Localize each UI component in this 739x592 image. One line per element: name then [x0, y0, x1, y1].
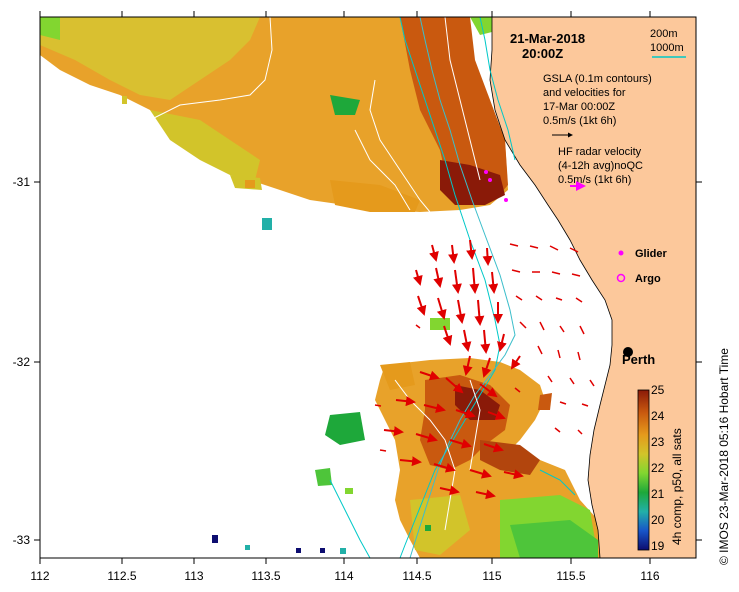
colorbar-ticks: 25 24 23 22 21 20 19 — [651, 383, 665, 553]
colorbar-title: 4h comp, p50, all sats — [670, 428, 684, 545]
svg-text:20: 20 — [651, 513, 665, 527]
svg-text:114: 114 — [334, 569, 353, 583]
gsla-line-2: and velocities for — [543, 87, 626, 99]
sst-field-north — [40, 17, 508, 212]
x-axis-labels: 112 112.5 113 113.5 114 114.5 115 115.5 … — [30, 569, 659, 583]
svg-text:116: 116 — [640, 569, 659, 583]
svg-text:114.5: 114.5 — [402, 569, 431, 583]
argo-legend-symbol — [616, 273, 626, 283]
argo-legend-label: Argo — [635, 273, 661, 285]
hf-line-3: 0.5m/s (1kt 6h) — [558, 174, 631, 186]
sst-scatter — [122, 96, 450, 554]
glider-track — [484, 170, 508, 202]
map-time: 20:00Z — [522, 46, 563, 61]
svg-text:25: 25 — [651, 383, 665, 397]
map-date: 21-Mar-2018 — [510, 31, 585, 46]
svg-text:112: 112 — [30, 569, 49, 583]
svg-text:-31: -31 — [13, 175, 31, 189]
svg-text:113.5: 113.5 — [251, 569, 280, 583]
svg-text:115.5: 115.5 — [556, 569, 585, 583]
credit-text: © IMOS 23-Mar-2018 05:16 Hobart Time — [717, 348, 731, 565]
svg-text:113: 113 — [184, 569, 203, 583]
svg-text:19: 19 — [651, 539, 665, 553]
axis-tick-marks — [34, 11, 702, 564]
glider-legend-symbol — [618, 250, 624, 256]
perth-label: Perth — [622, 352, 655, 367]
svg-text:-32: -32 — [13, 355, 31, 369]
depth-legend-200: 200m — [650, 28, 678, 40]
y-axis-labels: -31 -32 -33 — [13, 175, 31, 547]
hf-radar-vectors — [383, 239, 524, 500]
svg-text:22: 22 — [651, 461, 665, 475]
depth-contours — [329, 16, 576, 559]
depth-legend-1000: 1000m — [650, 42, 684, 54]
hf-line-1: HF radar velocity — [558, 146, 642, 158]
sst-field-south — [315, 358, 600, 558]
gsla-line-1: GSLA (0.1m contours) — [543, 73, 652, 85]
svg-text:21: 21 — [651, 487, 665, 501]
glider-legend-label: Glider — [635, 248, 668, 260]
colorbar — [637, 389, 650, 551]
svg-text:112.5: 112.5 — [107, 569, 136, 583]
gsla-line-3: 17-Mar 00:00Z — [543, 101, 615, 113]
hf-line-2: (4-12h avg)noQC — [558, 160, 643, 172]
svg-text:-33: -33 — [13, 533, 31, 547]
hf-radar-vectors-small — [374, 243, 595, 452]
gsla-line-4: 0.5m/s (1kt 6h) — [543, 115, 616, 127]
perth-marker — [623, 347, 633, 357]
plot-frame — [39, 16, 697, 559]
svg-text:23: 23 — [651, 435, 665, 449]
svg-text:115: 115 — [482, 569, 501, 583]
svg-text:24: 24 — [651, 409, 665, 423]
